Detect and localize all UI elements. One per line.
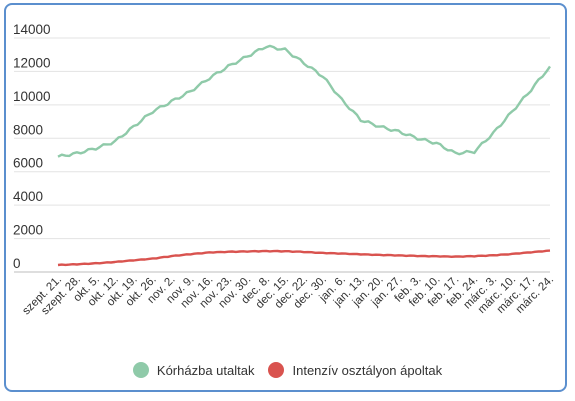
y-tick-label: 2000: [13, 223, 43, 238]
y-tick-label: 8000: [13, 122, 43, 137]
legend-swatch-hospitalized: [132, 362, 149, 378]
legend-item-icu[interactable]: Intenzív osztályon ápoltak: [268, 362, 442, 378]
gridlines: [14, 37, 550, 273]
legend-label-hospitalized: Kórházba utaltak: [156, 362, 255, 378]
y-tick-label: 14000: [13, 22, 51, 37]
series-line-hospitalized: [57, 44, 551, 158]
y-tick-label: 4000: [13, 189, 43, 204]
y-tick-label: 6000: [13, 156, 43, 171]
chart-frame: [4, 3, 567, 392]
legend-swatch-icu: [268, 362, 285, 378]
series-line-icu: [57, 249, 551, 267]
legend: Kórházba utaltak Intenzív osztályon ápol…: [0, 362, 575, 378]
series-lines: [57, 44, 551, 267]
x-axis-ticks: szept. 21.szept. 28.okt. 5.okt. 12.okt. …: [20, 274, 556, 318]
y-tick-label: 0: [13, 256, 21, 271]
y-axis-ticks: 0 2000 4000 6000 8000 10000 12000 14000: [13, 22, 51, 271]
y-tick-label: 12000: [13, 55, 51, 70]
legend-label-icu: Intenzív osztályon ápoltak: [292, 362, 443, 378]
y-tick-label: 10000: [13, 89, 51, 104]
legend-item-hospitalized[interactable]: Kórházba utaltak: [132, 362, 255, 378]
